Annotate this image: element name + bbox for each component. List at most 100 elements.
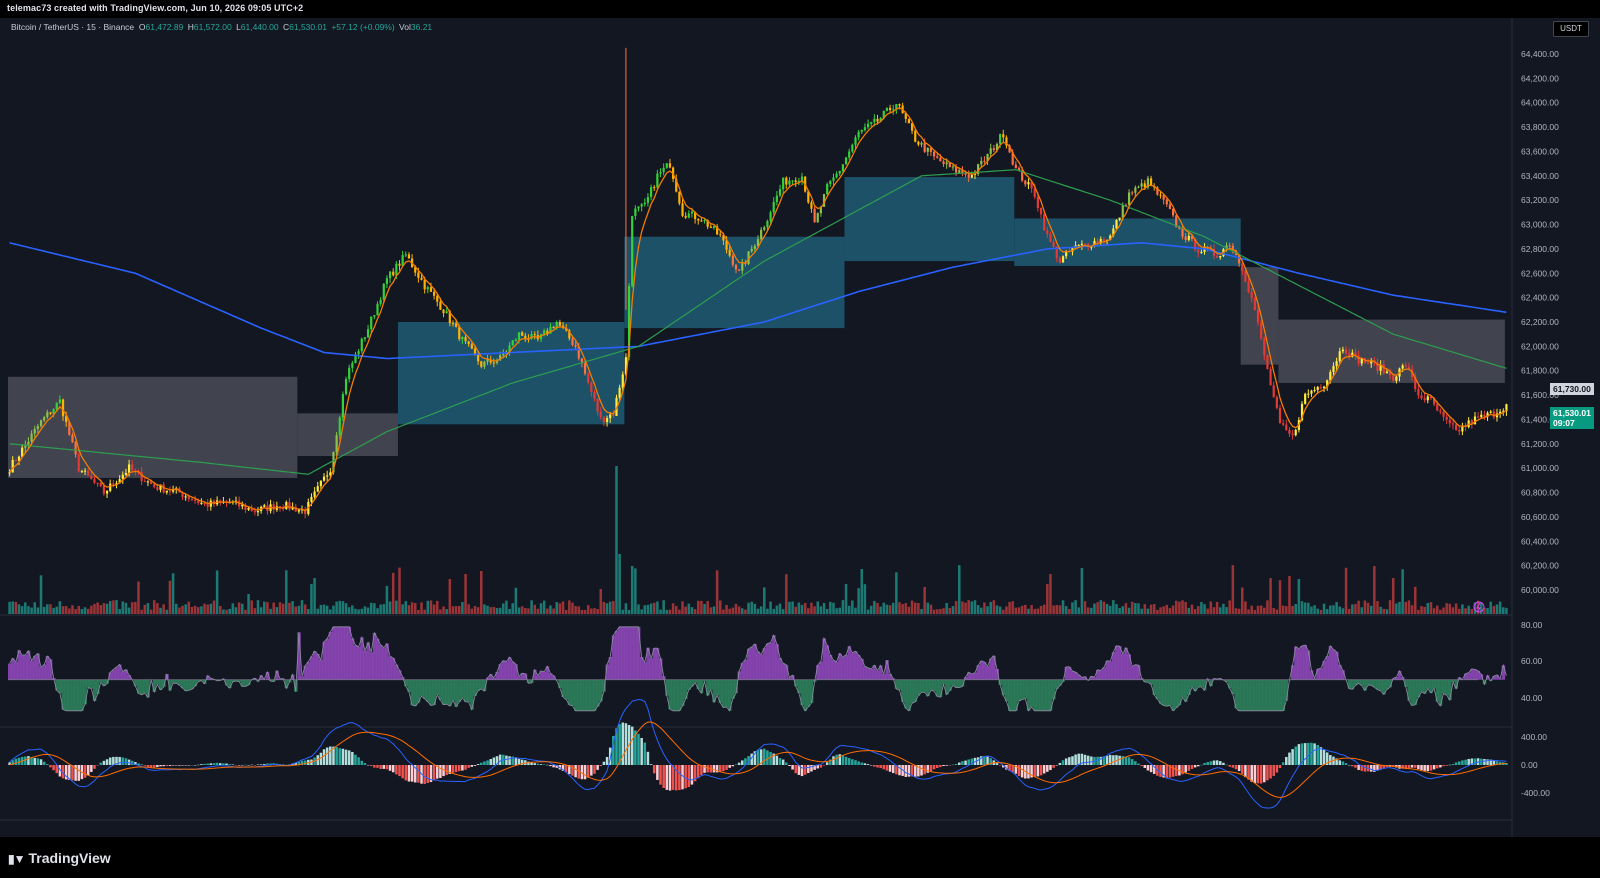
- macd-histogram-bar: [873, 765, 876, 767]
- macd-histogram-bar: [1077, 753, 1081, 765]
- macd-histogram-bar: [643, 742, 647, 765]
- candle-body: [1131, 192, 1134, 194]
- rsi-area: [454, 679, 458, 707]
- rsi-area: [847, 646, 852, 680]
- rsi-area: [259, 675, 264, 680]
- volume-bar: [807, 608, 810, 614]
- candle-body: [1322, 386, 1326, 389]
- macd-histogram-bar: [373, 765, 376, 768]
- macd-histogram-bar: [159, 765, 162, 767]
- volume-bar: [206, 604, 209, 614]
- candle-body: [105, 490, 109, 494]
- rsi-area: [64, 679, 69, 711]
- macd-histogram-bar: [932, 765, 936, 770]
- price-tick-label: 62,600.00: [1521, 268, 1559, 278]
- rsi-area: [649, 658, 653, 680]
- candle-body: [46, 412, 49, 418]
- rsi-area: [297, 632, 301, 680]
- rsi-area: [979, 660, 984, 680]
- rsi-area: [184, 679, 188, 691]
- rsi-area: [687, 679, 691, 690]
- price-tick-label: 62,200.00: [1521, 317, 1559, 327]
- rsi-area: [1105, 660, 1109, 680]
- rsi-area: [429, 679, 433, 706]
- rsi-area: [1451, 679, 1455, 683]
- volume-bar: [1451, 607, 1455, 614]
- rsi-area: [724, 679, 729, 708]
- level-price-badge: 61,730.00: [1550, 383, 1594, 395]
- rsi-area: [1429, 679, 1433, 693]
- volume-bar: [1121, 606, 1125, 614]
- macd-histogram-bar: [681, 765, 684, 790]
- volume-bar: [1253, 609, 1257, 614]
- rsi-area: [404, 679, 408, 687]
- volume-bar: [866, 609, 870, 614]
- rsi-area: [1438, 679, 1443, 706]
- rsi-area: [1347, 679, 1352, 689]
- macd-histogram-bar: [1030, 765, 1033, 778]
- macd-histogram-bar: [844, 756, 848, 765]
- rsi-area: [702, 679, 707, 682]
- candle-body: [17, 456, 21, 461]
- rsi-area: [1127, 654, 1131, 680]
- volume-bar: [1159, 607, 1162, 614]
- macd-histogram-bar: [55, 765, 58, 774]
- chart-canvas[interactable]: 64,400.0064,200.0064,000.0063,800.0063,6…: [0, 18, 1600, 837]
- volume-bar: [1086, 607, 1090, 614]
- ohlc-legend: Bitcoin / TetherUS · 15 · Binance O61,47…: [11, 22, 433, 32]
- candle-body: [1228, 245, 1231, 247]
- candle-body: [1307, 393, 1310, 395]
- macd-histogram-bar: [1108, 754, 1112, 765]
- candle-body: [568, 330, 571, 339]
- candle-body: [1083, 243, 1087, 245]
- currency-button[interactable]: USDT: [1553, 21, 1589, 37]
- candle-body: [508, 345, 511, 352]
- volume-bar: [1445, 603, 1448, 614]
- rsi-area: [753, 644, 757, 680]
- rsi-area: [1413, 679, 1418, 705]
- candle-body: [1288, 429, 1291, 434]
- rsi-area: [479, 679, 484, 689]
- macd-histogram-bar: [885, 765, 889, 771]
- candle-body: [99, 482, 102, 487]
- candle-body: [1002, 134, 1005, 138]
- volume-bar: [527, 608, 530, 614]
- volume-bar: [77, 605, 81, 614]
- volume-bar: [1275, 609, 1279, 614]
- volume-bar: [608, 601, 612, 614]
- rsi-area: [853, 651, 858, 680]
- rsi-area: [605, 664, 609, 680]
- rsi-area: [319, 659, 323, 680]
- macd-histogram-bar: [621, 722, 625, 765]
- macd-histogram-bar: [1461, 760, 1464, 765]
- candle-body: [495, 360, 499, 363]
- macd-histogram-bar: [215, 762, 219, 765]
- volume-bar: [662, 600, 665, 614]
- volume-bar: [665, 609, 669, 614]
- volume-bar: [747, 602, 750, 614]
- macd-histogram-bar: [564, 765, 568, 773]
- macd-histogram-bar: [398, 765, 401, 777]
- candle-body: [241, 504, 244, 507]
- candle-body: [649, 187, 653, 198]
- macd-histogram-bar: [514, 757, 518, 765]
- price-tick-label: 61,600.00: [1521, 390, 1559, 400]
- volume-bar: [873, 600, 876, 614]
- candle-body: [1332, 365, 1335, 372]
- candle-body: [1263, 338, 1266, 356]
- candle-body: [1278, 407, 1282, 424]
- candle-body: [74, 442, 77, 455]
- macd-histogram-bar: [961, 761, 964, 765]
- macd-histogram-bar: [152, 765, 156, 768]
- credit-text: telemac73 created with TradingView.com, …: [7, 3, 304, 13]
- macd-histogram-bar: [508, 756, 511, 765]
- candle-body: [348, 367, 351, 380]
- macd-histogram-bar: [341, 748, 345, 765]
- volume-bar: [86, 608, 90, 614]
- macd-histogram-bar: [668, 765, 672, 791]
- volume-bar: [448, 579, 452, 614]
- rsi-area: [517, 676, 521, 680]
- macd-histogram-bar: [1281, 762, 1285, 765]
- rsi-area: [775, 644, 779, 680]
- candle-body: [445, 311, 448, 314]
